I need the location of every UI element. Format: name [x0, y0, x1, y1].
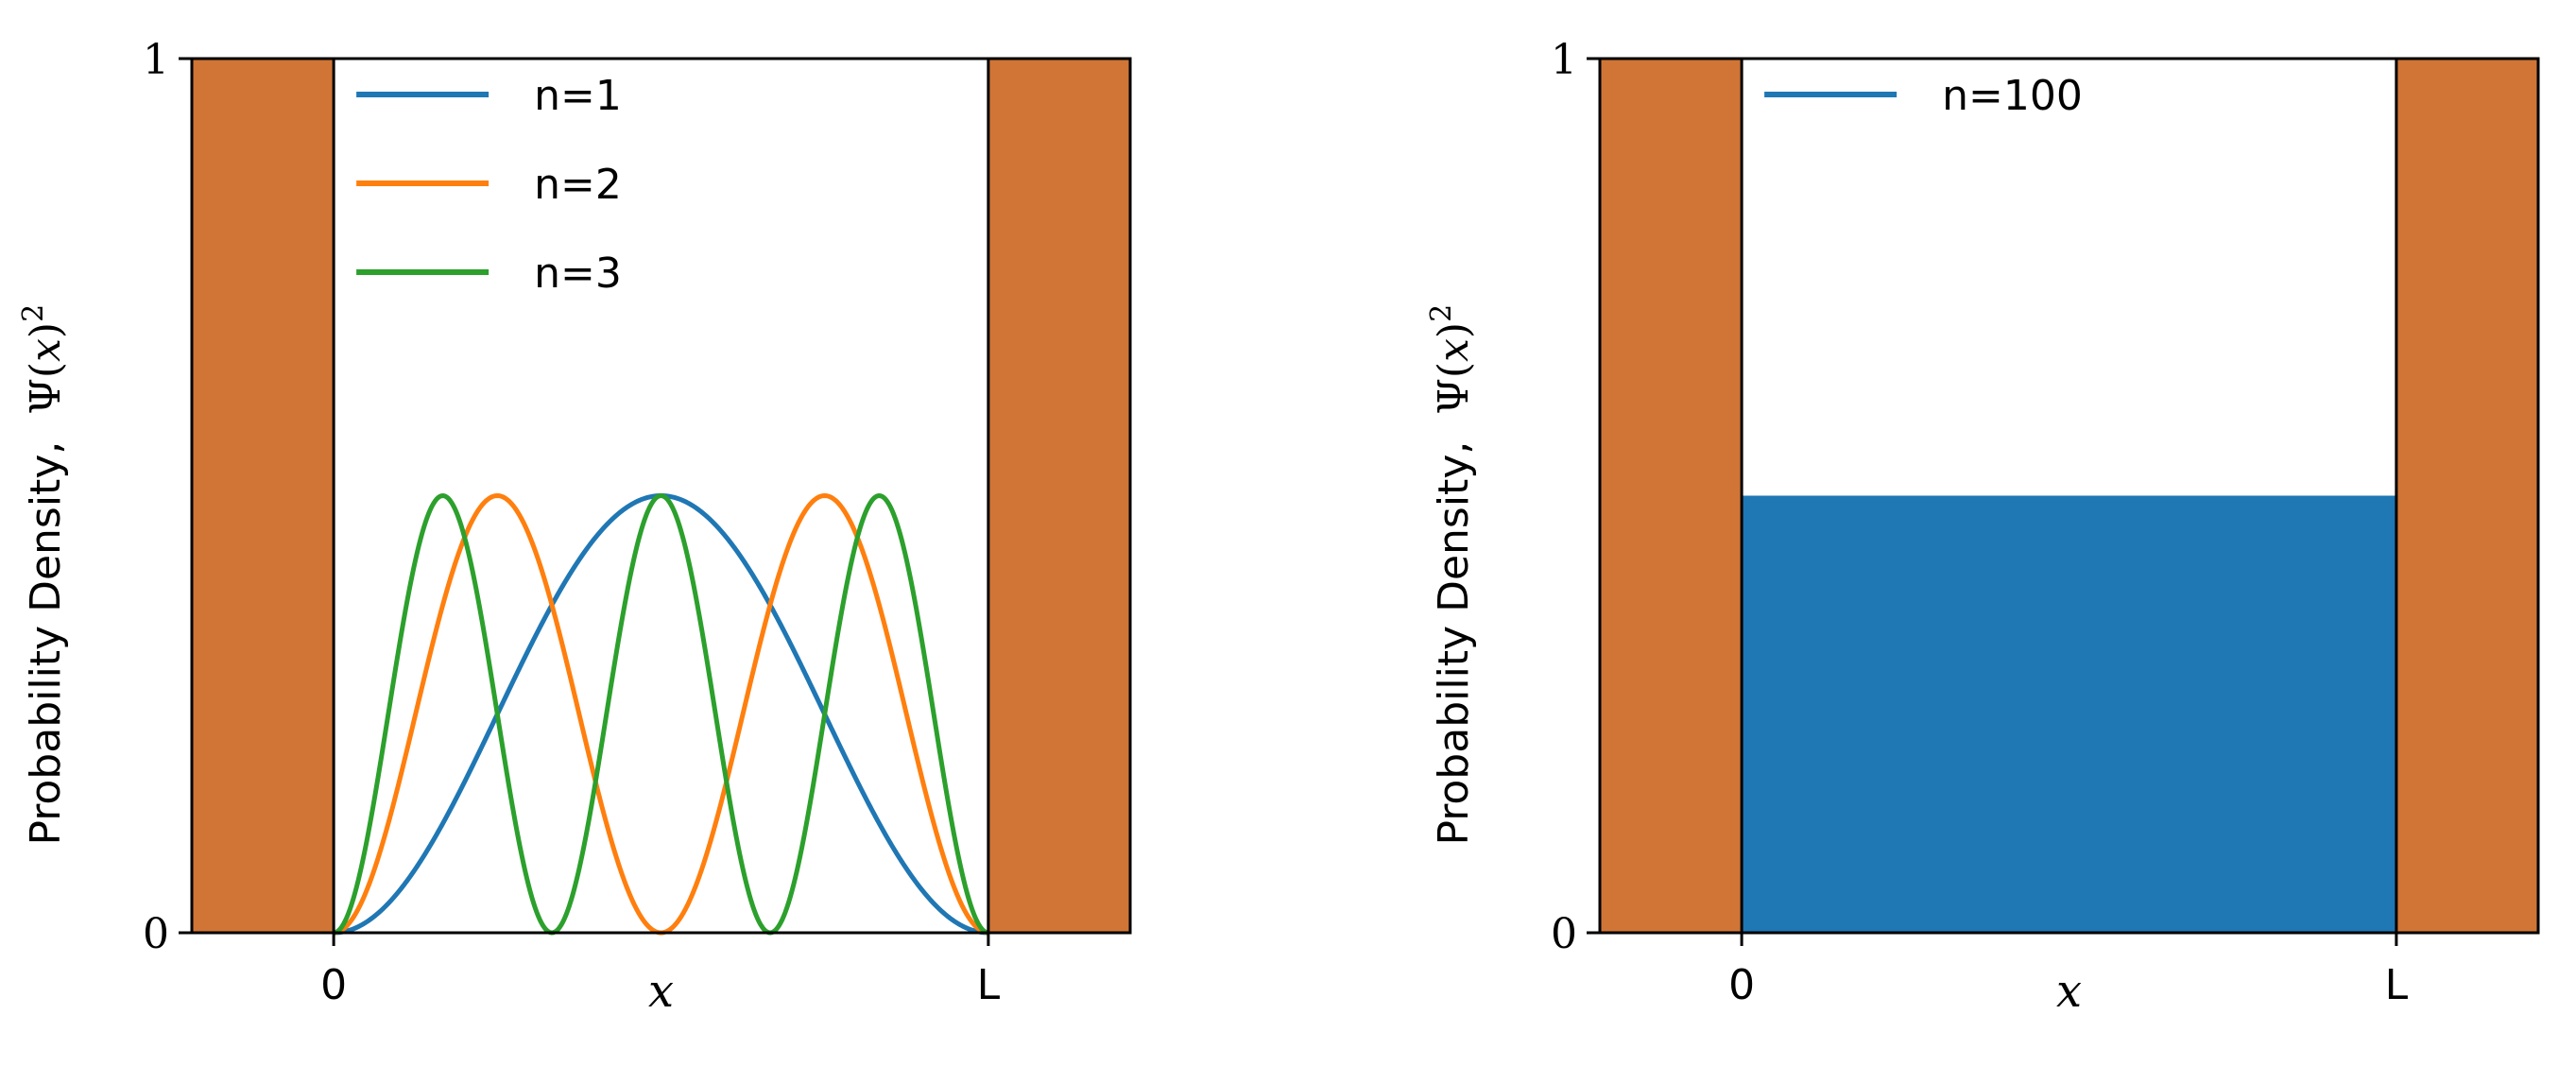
series-group [1742, 495, 2396, 933]
right-wall [2396, 59, 2538, 933]
y-axis-label-text: Probability Density, [22, 441, 70, 846]
y-tick-label-1: 1 [1551, 36, 1577, 84]
legend-label-n=2: n=2 [534, 161, 622, 209]
series-line-n=2 [333, 493, 989, 936]
series-area-n=100 [1742, 495, 2396, 933]
legend-label-n=1: n=1 [534, 72, 622, 120]
y-axis-label: Probability Density, Ψ(x)2 [17, 304, 70, 846]
x-tick-label-L: L [2385, 961, 2409, 1009]
left-wall [192, 59, 335, 933]
y-tick-label-0: 0 [1551, 910, 1577, 958]
x-axis-label: x [2056, 965, 2082, 1018]
x-tick-label-0: 0 [320, 961, 347, 1009]
x-axis-label: x [648, 965, 674, 1018]
x-tick-label-L: L [977, 961, 1001, 1009]
legend-label-n=3: n=3 [534, 249, 622, 298]
y-tick-label-0: 0 [143, 910, 169, 958]
y-axis-label-text: Probability Density, [1430, 441, 1478, 846]
svg-text:Probability Density, Ψ: Probability Density, Ψ(x)2 [17, 304, 70, 846]
y-tick-label-1: 1 [143, 36, 169, 84]
legend: n=100 [1764, 72, 2083, 120]
left-wall [1600, 59, 1743, 933]
series-line-n=1 [333, 493, 989, 936]
series-group [333, 493, 989, 936]
svg-text:Probability Density, Ψ: Probability Density, Ψ(x)2 [1425, 304, 1478, 846]
right-wall [987, 59, 1130, 933]
plot-frame [190, 57, 1132, 935]
panel-left: n=1 n=2 n=3 0 1 0 L x Probability Density,… [17, 36, 1132, 1018]
x-tick-label-0: 0 [1728, 961, 1755, 1009]
series-line-n=3 [333, 493, 989, 936]
panel-right: n=100 0 1 0 L x Probability Density, Ψ(x… [1425, 36, 2540, 1018]
y-axis-label: Probability Density, Ψ(x)2 [1425, 304, 1478, 846]
legend-label-n=100: n=100 [1942, 72, 2083, 120]
plot-frame [1598, 57, 2540, 935]
legend: n=1 n=2 n=3 [356, 72, 622, 298]
